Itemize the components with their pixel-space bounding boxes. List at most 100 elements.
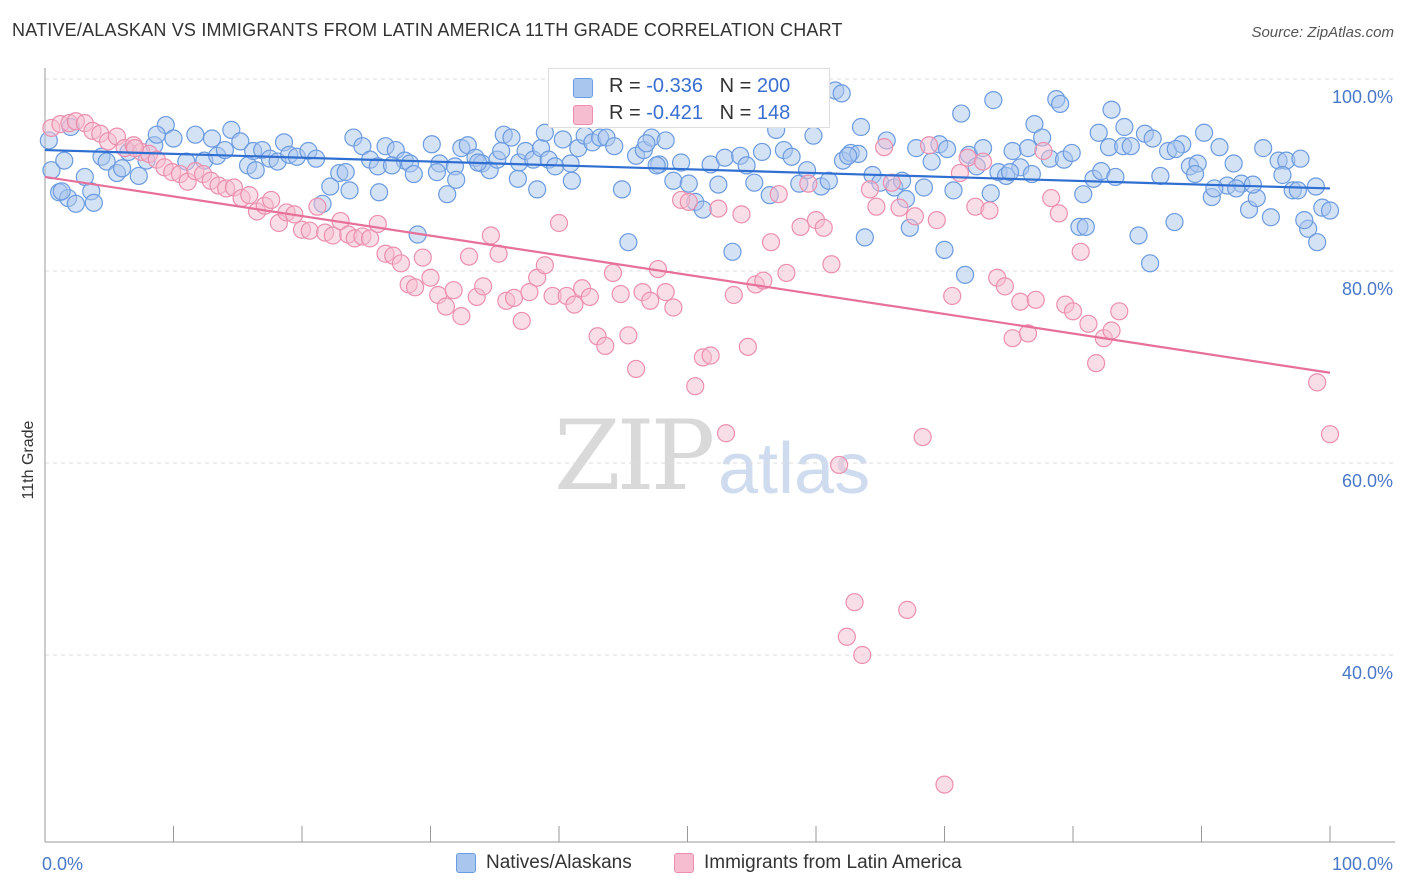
point-immigrants <box>361 229 380 248</box>
point-immigrants <box>1003 329 1022 348</box>
point-natives <box>952 104 971 123</box>
point-immigrants <box>777 263 796 283</box>
point-natives <box>561 154 580 173</box>
legend-label-natives: Natives/Alaskans <box>486 852 632 873</box>
point-natives <box>981 184 1000 203</box>
y-tick-label: 100.0% <box>1332 87 1393 107</box>
chart-title: NATIVE/ALASKAN VS IMMIGRANTS FROM LATIN … <box>12 20 843 40</box>
point-natives <box>340 181 359 200</box>
point-immigrants <box>481 226 500 245</box>
point-immigrants <box>814 218 833 237</box>
point-natives <box>1273 165 1292 185</box>
x-tick-label: 100.0% <box>1332 854 1393 874</box>
point-natives <box>637 134 656 153</box>
point-natives <box>737 156 756 175</box>
point-immigrants <box>1110 302 1129 321</box>
r-value: -0.421 <box>646 102 703 124</box>
point-natives <box>1185 164 1205 184</box>
point-natives <box>1291 149 1310 168</box>
point-immigrants <box>520 283 539 302</box>
point-natives <box>851 117 871 137</box>
point-immigrants <box>1087 354 1106 373</box>
point-natives <box>112 159 132 178</box>
point-natives <box>1018 139 1038 158</box>
point-immigrants <box>738 337 757 356</box>
point-immigrants <box>913 427 932 447</box>
point-natives <box>427 163 447 182</box>
legend-swatch-natives <box>456 853 476 873</box>
point-immigrants <box>512 311 531 331</box>
point-immigrants <box>867 197 886 216</box>
point-natives <box>1115 117 1134 137</box>
point-natives <box>1254 139 1273 158</box>
point-natives <box>97 152 116 171</box>
point-immigrants <box>679 192 698 211</box>
point-natives <box>1076 217 1095 236</box>
point-immigrants <box>1042 188 1061 208</box>
point-natives <box>1000 163 1020 182</box>
point-immigrants <box>1018 324 1038 343</box>
point-natives <box>422 135 441 154</box>
point-immigrants <box>1063 302 1083 321</box>
point-natives <box>404 164 423 184</box>
point-immigrants <box>905 207 925 226</box>
point-immigrants <box>565 295 584 314</box>
point-natives <box>186 125 205 144</box>
point-immigrants <box>459 247 479 266</box>
legend-swatch-immigrants <box>674 853 694 873</box>
point-immigrants <box>444 281 463 300</box>
point-natives <box>553 130 572 149</box>
point-immigrants <box>761 233 781 252</box>
point-natives <box>1261 208 1280 227</box>
n-value: 148 <box>756 102 791 124</box>
point-immigrants <box>308 197 327 216</box>
series-natives-points <box>39 81 1340 284</box>
point-immigrants <box>580 287 599 307</box>
point-natives <box>528 180 547 199</box>
tick-labels: 100.0% 80.0% 60.0% 40.0% 0.0% 100.0% <box>42 87 1393 874</box>
point-immigrants <box>853 645 872 665</box>
trend-line-natives <box>44 148 1331 190</box>
point-natives <box>1062 143 1081 163</box>
point-natives <box>438 185 457 204</box>
point-immigrants <box>549 213 569 233</box>
point-natives <box>723 242 742 261</box>
y-axis-label: 11th Grade <box>20 420 37 499</box>
point-immigrants <box>641 291 660 310</box>
point-natives <box>321 177 340 196</box>
point-natives <box>671 153 691 172</box>
point-natives <box>336 163 355 182</box>
n-value: 200 <box>756 75 791 97</box>
point-natives <box>745 173 764 192</box>
stats-legend: R = -0.336 N = 200 R = -0.421 N = 148 <box>548 68 830 128</box>
point-immigrants <box>626 359 646 379</box>
point-immigrants <box>927 211 946 230</box>
point-immigrants <box>1011 292 1030 311</box>
point-immigrants <box>830 455 849 475</box>
trend-line-immigrants <box>44 175 1331 374</box>
point-natives <box>1306 177 1325 196</box>
point-immigrants <box>1026 290 1045 309</box>
point-natives <box>246 161 265 180</box>
point-immigrants <box>240 186 259 205</box>
series-immigrants-points <box>42 91 1340 794</box>
point-immigrants <box>732 205 751 224</box>
stats-legend-row-immigrants: R = -0.421 N = 148 <box>549 101 829 127</box>
point-natives <box>370 183 389 202</box>
point-natives <box>147 125 166 144</box>
point-natives <box>752 142 772 162</box>
y-tick-label: 80.0% <box>1342 279 1393 299</box>
r-value: -0.336 <box>646 75 703 97</box>
point-natives <box>937 139 957 159</box>
axes <box>44 68 1395 843</box>
point-natives <box>804 126 823 145</box>
point-immigrants <box>1049 204 1068 223</box>
point-natives <box>1003 141 1022 161</box>
legend-swatch-immigrants <box>573 105 593 125</box>
point-immigrants <box>421 268 440 287</box>
point-immigrants <box>504 288 524 307</box>
stats-legend-row-natives: R = -0.336 N = 200 <box>549 74 829 100</box>
point-natives <box>1210 138 1229 157</box>
point-natives <box>984 91 1003 110</box>
